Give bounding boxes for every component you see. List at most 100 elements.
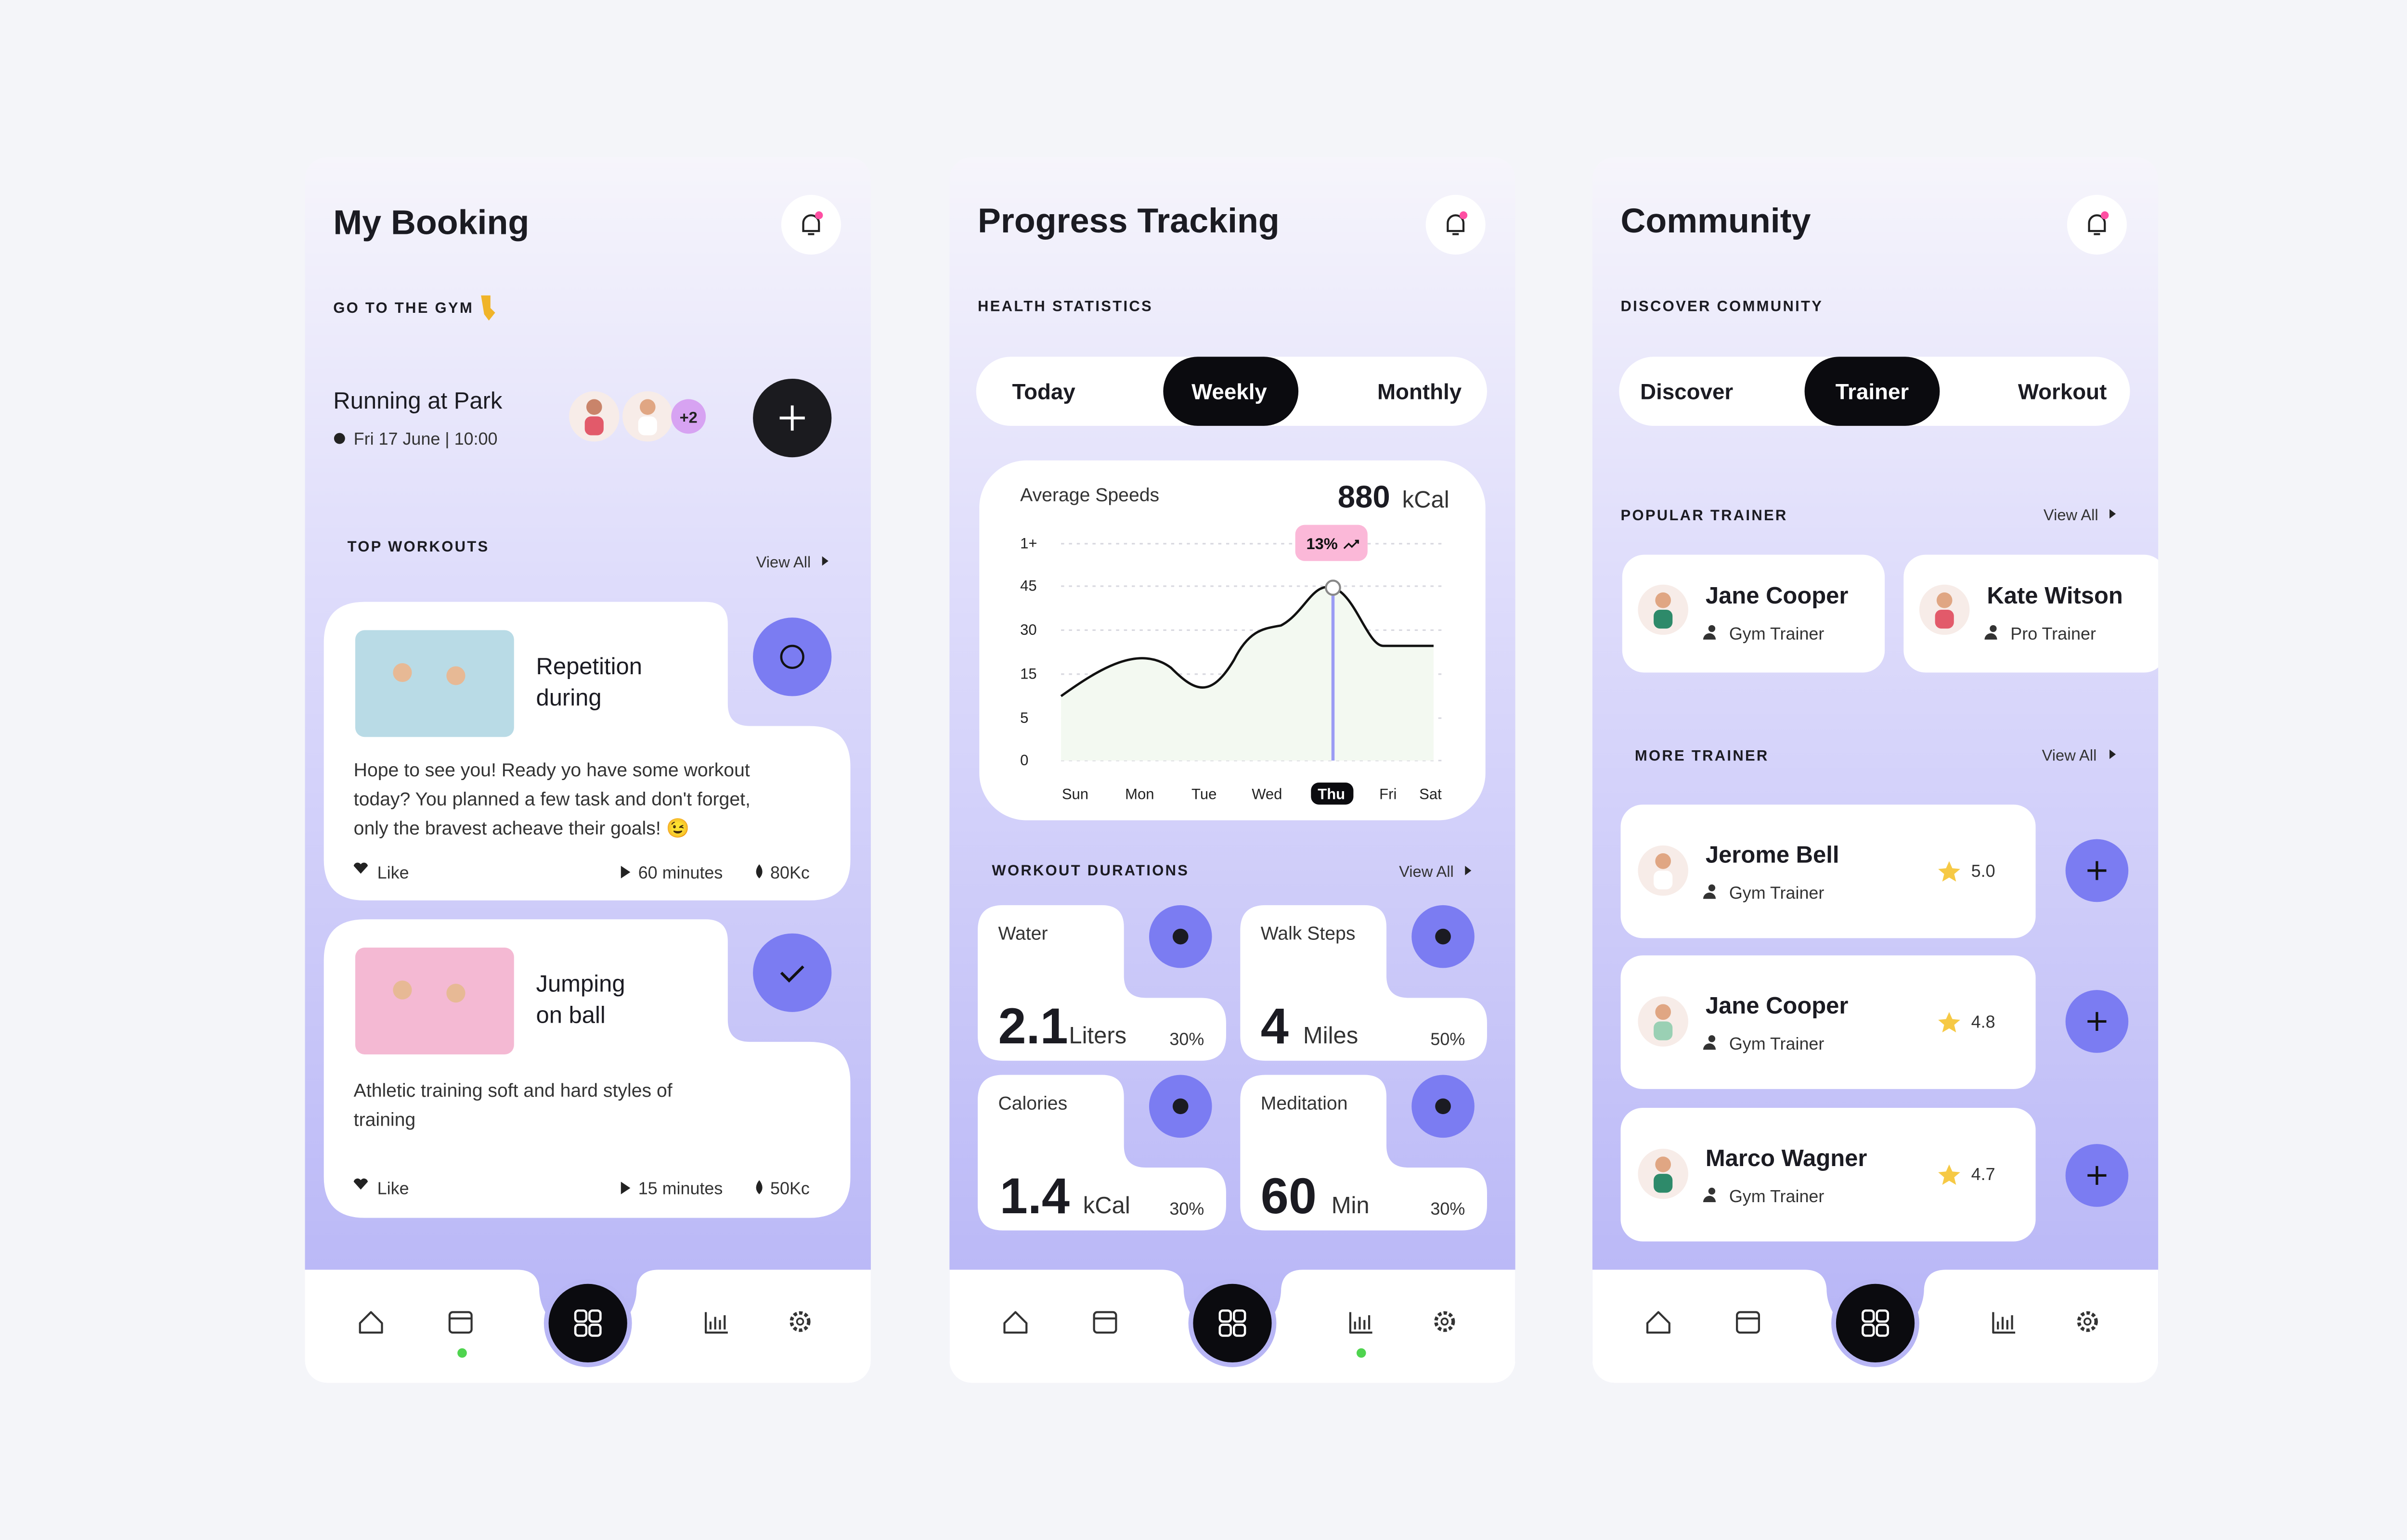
workout-duration: 60 minutes	[638, 862, 723, 882]
settings-icon	[796, 1317, 804, 1326]
nav-center-button	[1836, 1283, 1915, 1363]
workout-title: on ball	[536, 1002, 605, 1028]
avatar-body	[638, 416, 657, 436]
stat-percent: 30%	[1169, 1199, 1204, 1219]
plus-icon	[779, 405, 805, 431]
bell-button	[2067, 194, 2127, 255]
y-tick-label: 5	[1020, 709, 1028, 726]
settings-icon	[2083, 1317, 2092, 1326]
workout-description: only the bravest acheave their goals! 😉	[354, 818, 690, 839]
settings-icon	[2077, 1311, 2098, 1332]
person-icon	[1708, 884, 1716, 892]
star-icon	[1938, 1012, 1960, 1033]
bell-button	[1425, 194, 1486, 255]
stat-unit: Miles	[1303, 1023, 1358, 1049]
screen: Community DISCOVER COMMUNITY Discover Train…	[1592, 157, 2159, 1383]
arrow-icon	[2109, 509, 2116, 519]
grid-icon	[574, 1309, 588, 1323]
person-icon	[1984, 633, 1997, 640]
screen-title: Community	[1621, 202, 1811, 240]
chart-line	[1060, 586, 1434, 697]
tab[interactable]: Trainer	[1836, 379, 1909, 404]
avatar-head	[1655, 853, 1671, 869]
stat-name: Water	[998, 924, 1048, 944]
avatar-body	[1654, 1021, 1673, 1040]
calendar-icon	[1093, 1311, 1117, 1334]
highlight-point	[1325, 579, 1341, 596]
avatar-head	[1655, 1004, 1671, 1020]
avatar-body	[1935, 609, 1954, 629]
tab[interactable]: Discover	[1640, 379, 1733, 404]
view-all-link[interactable]: View All	[756, 553, 811, 571]
y-tick-label: 1+	[1020, 535, 1037, 552]
grid-icon	[1218, 1323, 1232, 1337]
plus-icon	[2087, 861, 2107, 880]
x-tick-label: Wed	[1252, 785, 1282, 802]
workout-action	[753, 933, 832, 1012]
x-tick-label: Tue	[1191, 785, 1216, 802]
workout-description: Hope to see you! Ready yo have some work…	[354, 760, 750, 781]
stat-value: 2.1	[998, 998, 1068, 1054]
stat-percent: 30%	[1169, 1029, 1204, 1049]
view-all-link[interactable]: View All	[2044, 506, 2098, 524]
person-icon	[1703, 892, 1716, 899]
grid-icon	[1876, 1323, 1889, 1337]
tab[interactable]: Workout	[2018, 379, 2107, 404]
drop-icon	[756, 1180, 763, 1194]
calendar-icon	[1736, 1311, 1760, 1334]
home-icon	[1646, 1311, 1670, 1334]
grid-icon	[588, 1323, 602, 1337]
workout-kcal: 80Kc	[770, 862, 810, 882]
heart-icon	[353, 1178, 368, 1190]
workout-description: training	[354, 1110, 415, 1130]
stat-value: 4	[1261, 998, 1289, 1054]
trainer-name: Kate Witson	[1987, 583, 2123, 609]
stat-percent: 50%	[1430, 1029, 1465, 1049]
stat-percent: 30%	[1430, 1199, 1465, 1219]
stat-name: Walk Steps	[1261, 924, 1356, 944]
stat-card	[1240, 905, 1487, 1061]
section-label: WORKOUT DURATIONS	[992, 862, 1189, 879]
trainer-rating: 5.0	[1971, 861, 1995, 881]
trainer-rating: 4.7	[1971, 1164, 1995, 1184]
section-label: GO TO THE GYM	[333, 299, 474, 316]
person-icon	[1703, 633, 1716, 640]
stat-card	[978, 1075, 1226, 1231]
avatar-head	[586, 399, 602, 415]
tab-active	[1804, 357, 1940, 426]
x-tick-label: Sun	[1062, 785, 1088, 802]
trainer-name: Jane Cooper	[1706, 583, 1849, 609]
avatar-count	[671, 399, 706, 434]
active-dot	[1356, 1348, 1366, 1358]
trainer-name: Marco Wagner	[1706, 1145, 1867, 1171]
view-all-link[interactable]: View All	[2042, 746, 2097, 764]
person-icon	[1708, 1035, 1716, 1042]
avatar	[1638, 584, 1688, 635]
avatar-head	[639, 399, 656, 415]
badge	[1295, 525, 1368, 561]
grid-icon	[1232, 1309, 1246, 1323]
section-label: POPULAR TRAINER	[1621, 507, 1788, 524]
like-button[interactable]: Like	[377, 862, 409, 882]
workout-description: today? You planned a few task and don't …	[354, 789, 751, 809]
plus-icon	[2087, 1012, 2107, 1031]
nav-center-button	[1193, 1283, 1272, 1363]
bell-button	[781, 194, 841, 255]
star-icon	[1938, 861, 1960, 882]
stat-card	[1240, 1075, 1487, 1231]
plus-icon	[2087, 1166, 2107, 1185]
nav-center-button	[548, 1283, 627, 1363]
view-all-link[interactable]: View All	[1399, 862, 1454, 880]
notification-dot	[2101, 211, 2109, 219]
trainer-card	[1622, 554, 1885, 673]
section-label: MORE TRAINER	[1635, 747, 1769, 764]
person-icon	[1708, 1187, 1716, 1195]
check-icon	[780, 965, 804, 983]
tab[interactable]: Monthly	[1377, 379, 1462, 404]
avatar-head	[1655, 1156, 1671, 1172]
tab[interactable]: Weekly	[1191, 379, 1267, 404]
screen-title: My Booking	[333, 204, 529, 242]
like-button[interactable]: Like	[377, 1179, 409, 1198]
trainer-role: Gym Trainer	[1729, 1186, 1825, 1206]
tab[interactable]: Today	[1012, 379, 1076, 404]
